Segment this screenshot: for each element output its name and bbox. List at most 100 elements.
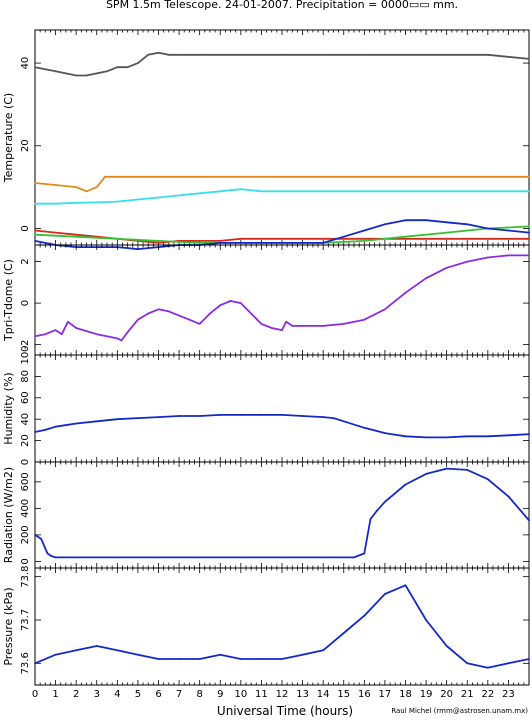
data-point (445, 231, 448, 234)
data-point (95, 186, 98, 189)
data-point (116, 418, 119, 421)
data-point (219, 414, 222, 416)
data-point (507, 229, 510, 232)
data-point (281, 414, 283, 416)
y-tick-label: 100 (20, 345, 31, 364)
x-tick-label: 13 (296, 689, 309, 700)
data-point (239, 175, 242, 178)
data-point (126, 66, 129, 69)
data-point (67, 320, 69, 323)
data-point (75, 186, 78, 189)
data-point (486, 190, 489, 193)
chart-title: SPM 1.5m Telescope. 24-01-2007. Precipit… (106, 0, 458, 11)
data-point (75, 556, 78, 559)
data-point (342, 235, 345, 238)
data-point (301, 325, 304, 327)
data-point (466, 260, 469, 263)
data-point (209, 312, 211, 315)
y-tick-label: 0 (20, 300, 31, 306)
data-point (528, 231, 530, 234)
data-point (384, 593, 386, 595)
data-point (445, 221, 448, 224)
data-point (363, 614, 366, 617)
data-point (188, 318, 191, 321)
data-point (75, 422, 78, 425)
x-tick-label: 3 (94, 689, 100, 700)
data-point (404, 175, 407, 178)
data-point (486, 227, 489, 230)
data-point (137, 198, 139, 201)
y-tick-label: 200 (20, 525, 31, 544)
x-tick-label: 19 (420, 689, 433, 700)
data-point (445, 190, 448, 193)
data-point (54, 70, 57, 73)
data-point (198, 239, 201, 242)
data-point (486, 256, 489, 259)
y-tick-label: 0 (20, 459, 31, 465)
data-point (322, 175, 325, 178)
data-point (54, 653, 57, 656)
data-point (157, 239, 160, 242)
data-point (270, 327, 273, 329)
data-point (445, 266, 448, 269)
data-point (260, 414, 263, 416)
series-line-3-0 (34, 467, 530, 559)
series-line-1-0 (34, 254, 529, 342)
data-point (404, 53, 407, 56)
data-point (363, 318, 366, 321)
data-point (198, 556, 201, 559)
x-tick-label: 23 (502, 689, 515, 700)
data-point (353, 556, 355, 559)
data-point (116, 337, 119, 340)
data-point (75, 201, 78, 204)
data-point (75, 74, 78, 77)
data-point (342, 420, 345, 423)
data-point (75, 649, 78, 652)
data-point (95, 72, 98, 75)
data-point (322, 237, 325, 240)
series-line-4-0 (34, 584, 530, 669)
data-point (404, 291, 407, 294)
data-point (528, 658, 530, 660)
data-point (34, 533, 36, 536)
data-point (137, 653, 139, 656)
data-point (198, 192, 201, 195)
data-point (229, 300, 232, 302)
x-tick-label: 1 (52, 689, 58, 700)
data-point (54, 556, 57, 559)
data-point (507, 434, 510, 437)
data-point (34, 66, 36, 69)
data-point (486, 666, 489, 669)
data-point (147, 53, 150, 56)
data-point (342, 632, 345, 634)
x-tick-label: 12 (276, 689, 289, 700)
data-point (301, 190, 304, 193)
data-point (260, 658, 263, 660)
data-point (486, 237, 489, 240)
y-tick-label: -2 (20, 340, 31, 350)
data-point (375, 510, 378, 512)
data-point (46, 552, 49, 555)
data-point (384, 308, 386, 311)
y-axis-label: Pressure (kPa) (2, 587, 15, 665)
data-point (178, 314, 180, 317)
data-point (95, 645, 98, 647)
data-point (507, 254, 510, 257)
data-point (322, 416, 325, 418)
data-point (75, 235, 78, 238)
data-point (157, 658, 160, 660)
y-tick-label: 20 (20, 434, 31, 447)
data-point (239, 302, 242, 305)
data-point (363, 237, 366, 240)
x-axis-label: Universal Time (hours) (217, 704, 353, 718)
data-point (198, 242, 201, 244)
data-point (445, 237, 448, 240)
data-point (198, 322, 201, 325)
data-point (219, 304, 222, 307)
x-tick-label: 6 (155, 689, 161, 700)
data-point (95, 201, 98, 204)
series-line-0-2 (35, 188, 529, 205)
panel-frame (34, 29, 530, 246)
